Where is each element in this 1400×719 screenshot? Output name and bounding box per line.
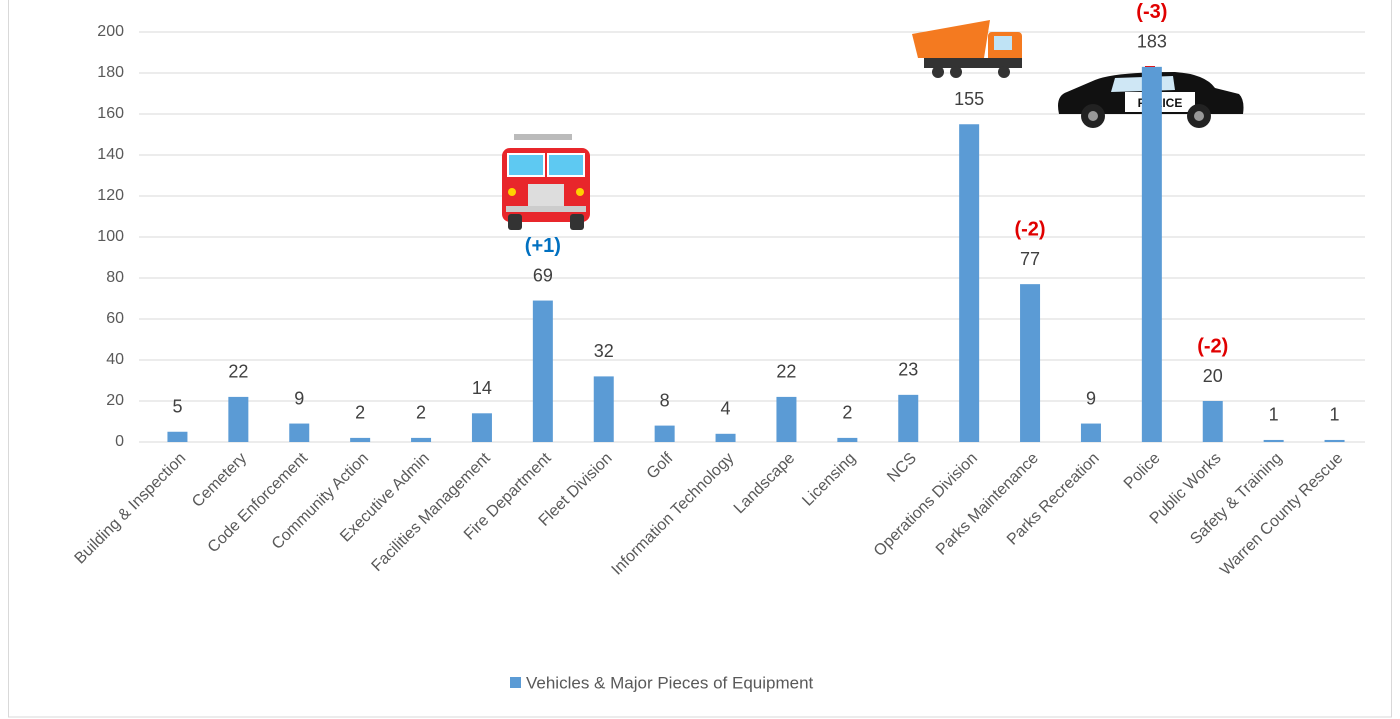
- bar: [350, 438, 370, 442]
- y-tick-label: 160: [97, 105, 124, 122]
- data-label: 155: [954, 89, 984, 109]
- bar: [411, 438, 431, 442]
- y-tick-label: 120: [97, 187, 124, 204]
- data-label: 32: [594, 341, 614, 361]
- bar: [1081, 424, 1101, 442]
- y-tick-label: 40: [106, 351, 124, 368]
- data-label: 22: [776, 362, 796, 382]
- data-label: 69: [533, 265, 553, 285]
- data-label: 8: [660, 390, 670, 410]
- data-label: 2: [842, 403, 852, 423]
- change-label: (-3): [1136, 1, 1167, 23]
- bar: [1203, 401, 1223, 442]
- bar: [898, 395, 918, 442]
- y-tick-label: 0: [115, 433, 124, 450]
- bar: [594, 376, 614, 442]
- y-tick-label: 140: [97, 146, 124, 163]
- data-label: 22: [228, 362, 248, 382]
- y-tick-label: 100: [97, 228, 124, 245]
- bar: [228, 397, 248, 442]
- bar: [472, 413, 492, 442]
- bar: [1020, 284, 1040, 442]
- change-label: (-2): [1197, 335, 1228, 357]
- y-tick-label: 20: [106, 392, 124, 409]
- data-label: 4: [721, 399, 731, 419]
- data-label: 9: [1086, 388, 1096, 408]
- data-label: 14: [472, 378, 492, 398]
- fire-truck-icon: [502, 134, 590, 230]
- data-label: 20: [1203, 366, 1223, 386]
- y-tick-label: 200: [97, 23, 124, 40]
- bar: [959, 124, 979, 442]
- data-label: 9: [294, 388, 304, 408]
- bar: [289, 424, 309, 442]
- data-label: 1: [1269, 405, 1279, 425]
- data-label: 1: [1330, 405, 1340, 425]
- bar: [1325, 440, 1345, 442]
- chart: POLICE 020406080100120140160180200Buildi…: [0, 0, 1400, 719]
- data-label: 5: [172, 397, 182, 417]
- bar: [776, 397, 796, 442]
- change-label: (-2): [1014, 218, 1045, 240]
- y-tick-label: 60: [106, 310, 124, 327]
- data-label: 2: [416, 403, 426, 423]
- data-label: 77: [1020, 249, 1040, 269]
- y-tick-label: 80: [106, 269, 124, 286]
- data-label: 183: [1137, 32, 1167, 52]
- data-label: 23: [898, 360, 918, 380]
- data-label: 2: [355, 403, 365, 423]
- page: {"chart_data": {"type": "bar", "categori…: [0, 0, 1400, 719]
- bar: [167, 432, 187, 442]
- legend-swatch: [510, 677, 521, 688]
- change-label: (+1): [525, 235, 561, 257]
- bar: [837, 438, 857, 442]
- bar: [533, 301, 553, 442]
- bar: [655, 426, 675, 442]
- bar: [1142, 67, 1162, 442]
- y-tick-label: 180: [97, 64, 124, 81]
- legend-label: Vehicles & Major Pieces of Equipment: [526, 673, 814, 692]
- bar: [1264, 440, 1284, 442]
- bar: [716, 434, 736, 442]
